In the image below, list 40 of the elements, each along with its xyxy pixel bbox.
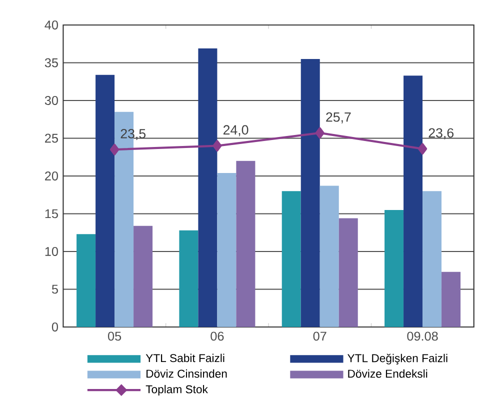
bar <box>134 226 153 327</box>
data-label: 23,6 <box>428 128 454 140</box>
legend-label: Dövize Endeksli <box>348 369 428 378</box>
y-tick-label: 15 <box>45 209 58 218</box>
legend-label: Toplam Stok <box>146 384 208 396</box>
bar <box>300 58 320 327</box>
bar <box>384 210 404 327</box>
x-tick-label: 06 <box>210 332 224 341</box>
bar <box>236 160 256 327</box>
legend-label: Döviz Cinsinden <box>146 369 227 378</box>
bar <box>179 230 198 327</box>
point <box>315 127 324 139</box>
bar <box>96 74 115 327</box>
point <box>110 144 120 156</box>
x-tick-label: 05 <box>108 332 122 341</box>
bar <box>198 48 218 327</box>
y-tick-label: 40 <box>44 20 58 30</box>
y-tick-label: 5 <box>52 284 58 294</box>
y-tick-label: 35 <box>44 58 58 68</box>
bar <box>320 186 339 327</box>
y-tick-label: 10 <box>45 247 58 256</box>
bar <box>442 272 461 327</box>
y-tick-label: 25 <box>45 134 58 143</box>
x-tick-label: 09.08 <box>407 332 438 341</box>
y-tick-label: 30 <box>44 96 58 105</box>
y-tick-label: 0 <box>52 322 58 332</box>
legend-label: YTL Sabit Faizli <box>146 354 224 362</box>
bar <box>422 191 442 327</box>
x-tick-label: 07 <box>313 332 326 341</box>
bar <box>404 76 423 327</box>
data-label: 24,0 <box>223 125 248 136</box>
bar <box>282 191 301 327</box>
data-label: 25,7 <box>326 112 351 124</box>
point <box>418 143 428 155</box>
bar <box>217 172 236 327</box>
bar <box>338 218 358 327</box>
point <box>212 140 222 152</box>
legend-label: YTL Değişken Faizli <box>348 354 448 364</box>
y-tick-label: 20 <box>45 172 58 180</box>
bar <box>76 234 96 327</box>
